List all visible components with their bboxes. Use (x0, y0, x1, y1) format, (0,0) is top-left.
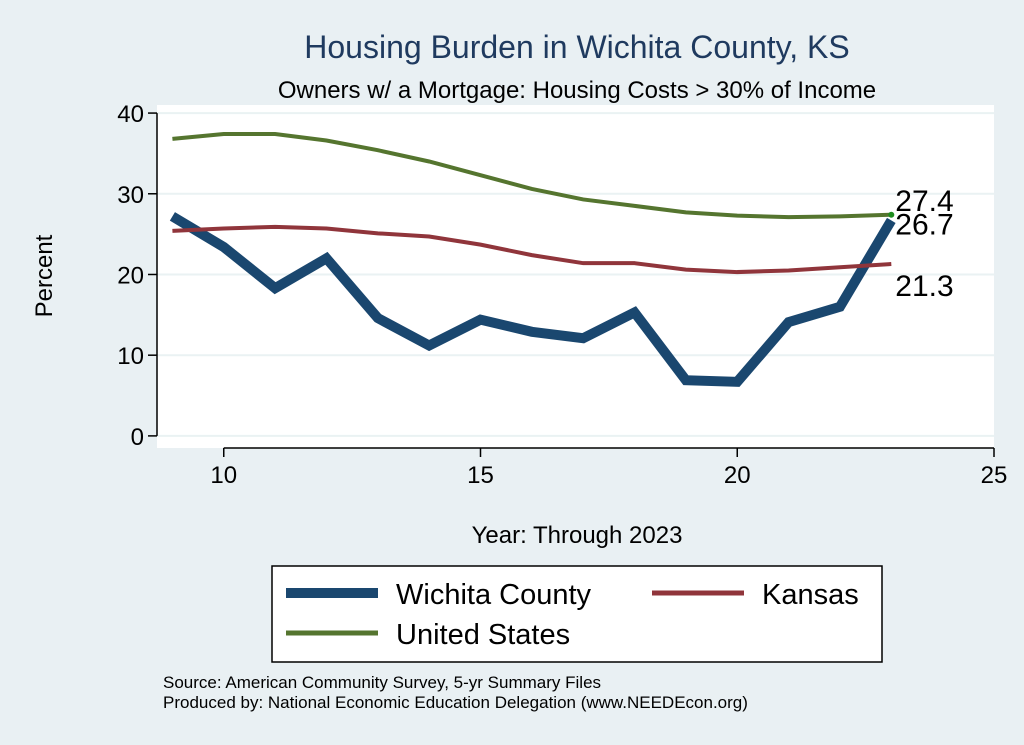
y-tick-label-10: 10 (117, 343, 144, 370)
x-tick-label-25: 25 (981, 462, 1008, 489)
legend-box (271, 565, 883, 663)
end-marker-united-states (888, 211, 895, 218)
producer-line: Produced by: National Economic Education… (163, 693, 748, 712)
end-labels: 27.426.7 21.3 (895, 185, 953, 303)
y-tick-label-40: 40 (117, 101, 144, 128)
x-tick-label-15: 15 (467, 462, 494, 489)
end-label-united-states: 27.4 (895, 185, 953, 218)
series-lines (169, 132, 896, 387)
x-axis-title: Year: Through 2023 (472, 522, 683, 549)
plot-area (157, 105, 994, 448)
x-tick-label-20: 20 (724, 462, 751, 489)
legend: Wichita County Kansas United States (271, 565, 883, 663)
legend-label-kansas: Kansas (762, 579, 859, 611)
y-axis-title: Percent (31, 234, 58, 317)
end-label-wichita-county: 26.7 (895, 208, 953, 241)
legend-label-wichita-county: Wichita County (396, 579, 592, 611)
series-line-united-states (172, 132, 892, 220)
y-tick-label-20: 20 (117, 262, 144, 289)
axes: 0 10 20 30 40 10 15 20 25 (117, 101, 1007, 489)
x-tick-label-10: 10 (210, 462, 237, 489)
legend-label-united-states: United States (396, 619, 570, 651)
chart-title: Housing Burden in Wichita County, KS (304, 29, 849, 65)
series-line-kansas (172, 224, 892, 275)
end-label-kansas: 21.3 (895, 270, 953, 303)
source-line: Source: American Community Survey, 5-yr … (163, 673, 601, 692)
series-line-wichita-county (169, 212, 896, 387)
chart-subtitle: Owners w/ a Mortgage: Housing Costs > 30… (278, 77, 876, 104)
y-tick-label-0: 0 (131, 424, 144, 451)
y-tick-label-30: 30 (117, 182, 144, 209)
